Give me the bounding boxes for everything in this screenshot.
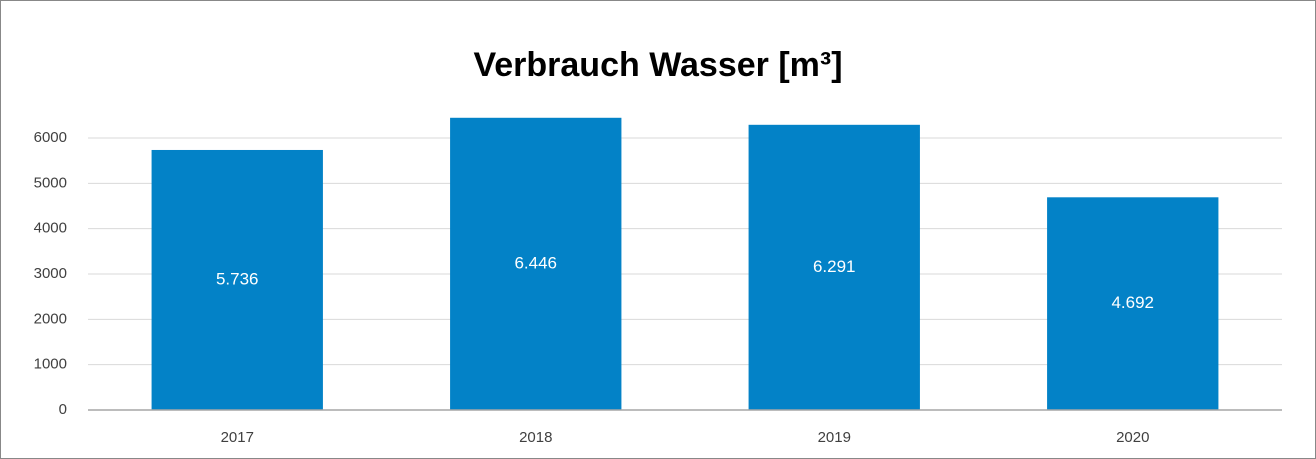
y-tick-label: 1000: [34, 356, 67, 373]
x-tick-label: 2020: [1116, 429, 1149, 446]
x-tick-label: 2018: [519, 429, 552, 446]
x-tick-label: 2017: [221, 429, 254, 446]
data-label: 6.291: [813, 257, 856, 276]
y-tick-label: 4000: [34, 220, 67, 237]
bar: [450, 117, 622, 410]
data-label: 6.446: [514, 253, 557, 272]
data-label: 5.736: [216, 269, 259, 288]
bar: [1047, 197, 1219, 410]
y-tick-label: 5000: [34, 174, 67, 191]
data-label: 4.692: [1111, 293, 1154, 312]
y-tick-label: 3000: [34, 265, 67, 282]
chart-title: Verbrauch Wasser [m³]: [473, 46, 842, 84]
x-tick-label: 2019: [818, 429, 851, 446]
bar: [151, 149, 323, 410]
y-tick-label: 6000: [34, 129, 67, 146]
bar: [748, 124, 920, 411]
y-tick-label: 0: [59, 401, 67, 418]
y-tick-label: 2000: [34, 310, 67, 327]
